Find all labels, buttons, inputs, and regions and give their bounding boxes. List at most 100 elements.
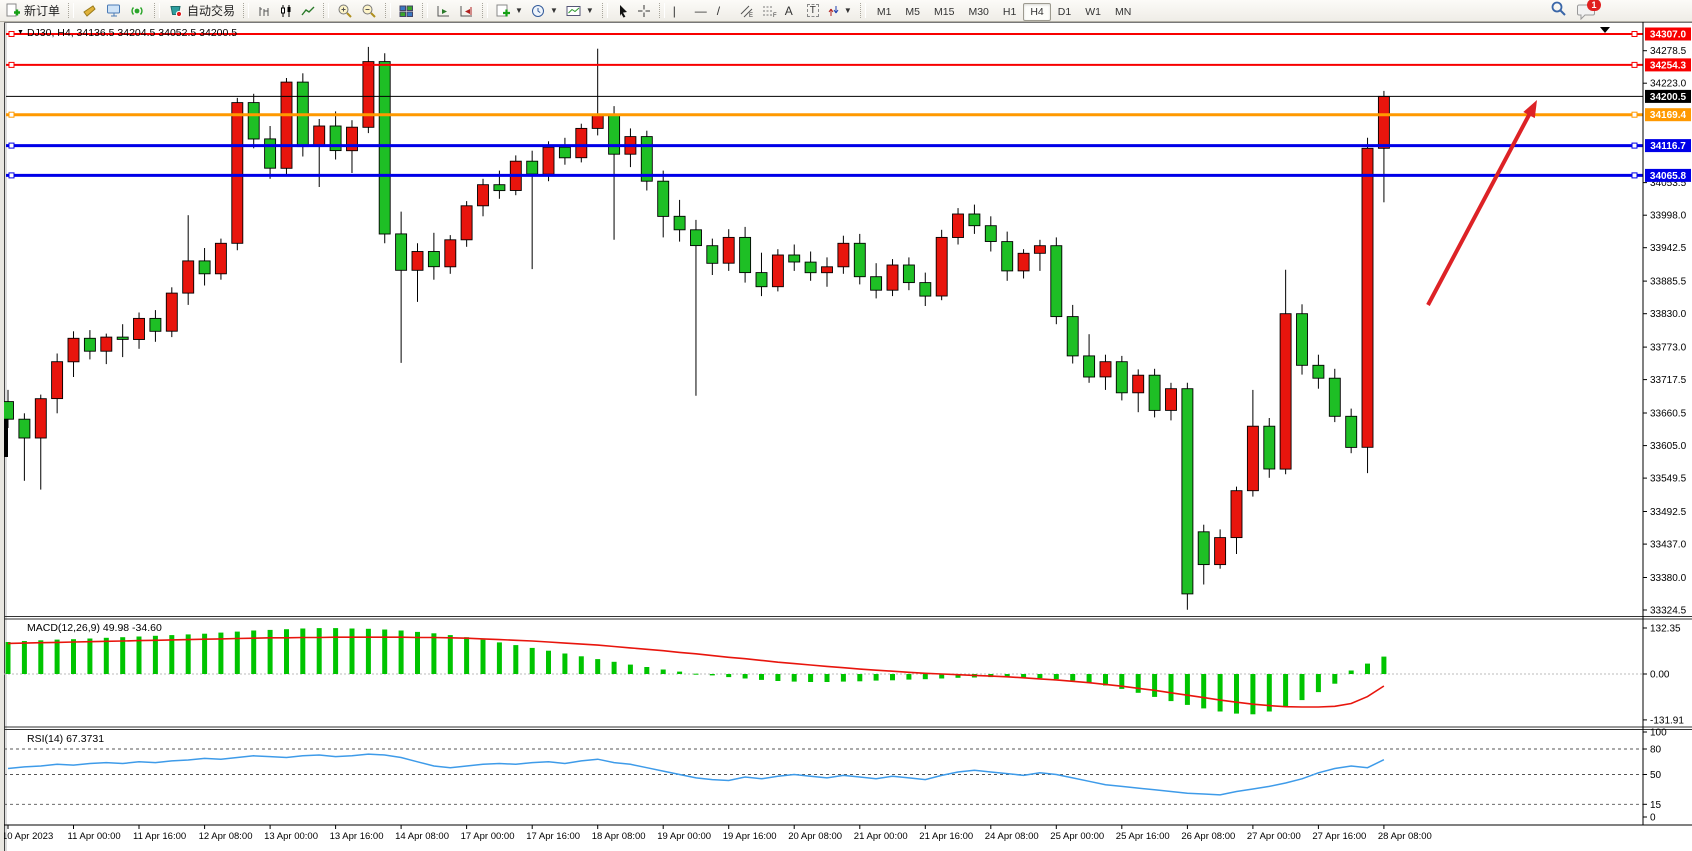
community-button[interactable] — [102, 0, 126, 21]
periods-button[interactable]: ▼ — [527, 0, 562, 21]
svg-text:34278.5: 34278.5 — [1650, 46, 1687, 57]
svg-text:11 Apr 16:00: 11 Apr 16:00 — [133, 831, 186, 842]
zoom-in-button[interactable] — [333, 0, 357, 21]
timeframe-button-H1[interactable]: H1 — [1002, 5, 1017, 18]
svg-text:27 Apr 16:00: 27 Apr 16:00 — [1312, 831, 1366, 842]
toolbar-grip — [385, 3, 392, 18]
hline-34254.3[interactable] — [6, 61, 1643, 68]
timeframe-button-M5[interactable]: M5 — [905, 5, 921, 18]
candlestick-chart-icon — [281, 4, 291, 17]
svg-text:17 Apr 16:00: 17 Apr 16:00 — [526, 831, 580, 842]
svg-text:33437.0: 33437.0 — [1650, 540, 1687, 551]
chart-shift-button[interactable] — [455, 0, 478, 21]
zoom-out-icon — [362, 4, 376, 18]
toolbar-grip — [658, 3, 665, 18]
channel-tool[interactable]: E — [735, 0, 758, 21]
crosshair-tool-button[interactable] — [633, 0, 655, 21]
horizontal-line-tool[interactable]: — — [694, 3, 707, 18]
indicators-icon — [496, 4, 511, 16]
svg-text:14 Apr 08:00: 14 Apr 08:00 — [395, 831, 449, 842]
chevron-down-icon: ▼ — [17, 29, 24, 36]
signals-button[interactable] — [126, 0, 150, 21]
bar-chart-button[interactable] — [253, 0, 275, 21]
chart-canvas[interactable]: 34278.5 34223.0 34053.5 33998.0 33942.5 33885… — [4, 22, 1692, 851]
indicators-button[interactable]: ▼ — [492, 0, 527, 21]
timeframe-group: M1 M5 M15 M30 H1 H4 D1 W1 MN — [870, 2, 1138, 21]
candlestick-chart-button[interactable] — [275, 0, 297, 21]
svg-text:33998.0: 33998.0 — [1650, 211, 1687, 222]
svg-text:10 Apr 2023: 10 Apr 2023 — [4, 831, 53, 842]
macd-indicator-label: MACD(12,26,9) 49.98 -34.60 — [27, 622, 162, 634]
svg-text:F: F — [773, 13, 777, 18]
svg-text:100: 100 — [1650, 728, 1667, 739]
new-order-button[interactable]: 新订单 — [2, 0, 64, 21]
candles[interactable] — [4, 46, 1390, 610]
text-tool[interactable]: A — [784, 3, 793, 18]
timeframe-button-D1[interactable]: D1 — [1057, 5, 1072, 18]
chevron-down-icon: ▼ — [515, 6, 523, 15]
templates-button[interactable]: ▼ — [562, 0, 598, 21]
svg-text:34116.7: 34116.7 — [1650, 141, 1686, 152]
svg-text:18 Apr 08:00: 18 Apr 08:00 — [592, 831, 646, 842]
hline-34307.0[interactable] — [6, 31, 1643, 37]
svg-text:50: 50 — [1650, 770, 1662, 781]
svg-text:132.35: 132.35 — [1650, 624, 1681, 635]
svg-text:33605.0: 33605.0 — [1650, 441, 1687, 452]
svg-text:34254.3: 34254.3 — [1650, 60, 1687, 71]
zoom-out-button[interactable] — [357, 0, 381, 21]
tile-windows-button[interactable] — [395, 0, 418, 21]
market-icon — [82, 3, 98, 18]
cursor-icon — [619, 4, 627, 18]
svg-text:34223.0: 34223.0 — [1650, 79, 1687, 90]
svg-text:34053.5: 34053.5 — [1650, 178, 1687, 189]
notifications-button[interactable]: 1 — [1577, 0, 1601, 20]
trend-arrow[interactable] — [1426, 100, 1537, 306]
hline-34065.8[interactable] — [6, 172, 1643, 179]
svg-text:25 Apr 00:00: 25 Apr 00:00 — [1050, 831, 1104, 842]
svg-text:11 Apr 00:00: 11 Apr 00:00 — [68, 831, 121, 842]
chevron-down-icon: ▼ — [585, 6, 594, 15]
hline-34116.7[interactable] — [6, 142, 1643, 149]
svg-text:34169.4: 34169.4 — [1650, 110, 1687, 121]
auto-scroll-button[interactable] — [432, 0, 455, 21]
svg-text:12 Apr 08:00: 12 Apr 08:00 — [199, 831, 253, 842]
tile-windows-icon — [399, 5, 414, 17]
svg-text:80: 80 — [1650, 745, 1662, 756]
timeframe-button-W1[interactable]: W1 — [1085, 5, 1101, 18]
svg-text:17 Apr 00:00: 17 Apr 00:00 — [461, 831, 515, 842]
auto-trading-icon — [168, 3, 184, 18]
new-order-icon — [6, 3, 21, 18]
date-axis: 10 Apr 2023 11 Apr 00:00 11 Apr 16:00 12 Ap… — [4, 824, 1692, 842]
svg-text:33830.0: 33830.0 — [1650, 309, 1687, 320]
auto-trading-button[interactable]: 自动交易 — [164, 0, 239, 21]
timeframe-button-MN[interactable]: MN — [1114, 5, 1132, 18]
svg-text:33492.5: 33492.5 — [1650, 507, 1687, 518]
hline-34169.4[interactable] — [6, 111, 1643, 118]
trendline-tool[interactable]: / — [716, 3, 721, 18]
line-chart-button[interactable] — [297, 0, 319, 21]
auto-scroll-icon — [437, 5, 450, 16]
clipped-candle — [4, 407, 8, 457]
timeframe-button-M30[interactable]: M30 — [968, 5, 989, 18]
chart-window[interactable]: 34278.5 34223.0 34053.5 33998.0 33942.5 33885… — [4, 22, 1692, 851]
line-chart-icon — [301, 6, 315, 15]
toolbar-grip — [859, 3, 866, 18]
market-button[interactable] — [78, 0, 102, 21]
fibonacci-tool[interactable]: F — [758, 0, 781, 21]
text-label-icon: T — [806, 4, 819, 17]
chevron-down-icon: ▼ — [843, 6, 852, 15]
svg-text:33942.5: 33942.5 — [1650, 243, 1687, 254]
timeframe-button-M15[interactable]: M15 — [934, 5, 955, 18]
text-label-tool[interactable]: T — [803, 0, 823, 21]
search-button[interactable] — [1550, 0, 1567, 22]
timeframe-button-M1[interactable]: M1 — [876, 5, 892, 18]
cursor-tool-button[interactable] — [612, 0, 633, 21]
arrows-tool[interactable]: ▼ — [823, 0, 856, 21]
search-icon — [1551, 1, 1566, 16]
toolbar-grip — [422, 3, 429, 18]
rsi-pane: 100 80 50 15 0 — [4, 728, 1667, 824]
vertical-line-tool[interactable]: | — [672, 3, 676, 18]
timeframe-button-H4[interactable]: H4 — [1023, 2, 1051, 21]
toolbar-grip — [243, 3, 250, 18]
chart-title: ▼ DJ30, H4, 34136.5 34204.5 34052.5 34200… — [17, 27, 237, 39]
